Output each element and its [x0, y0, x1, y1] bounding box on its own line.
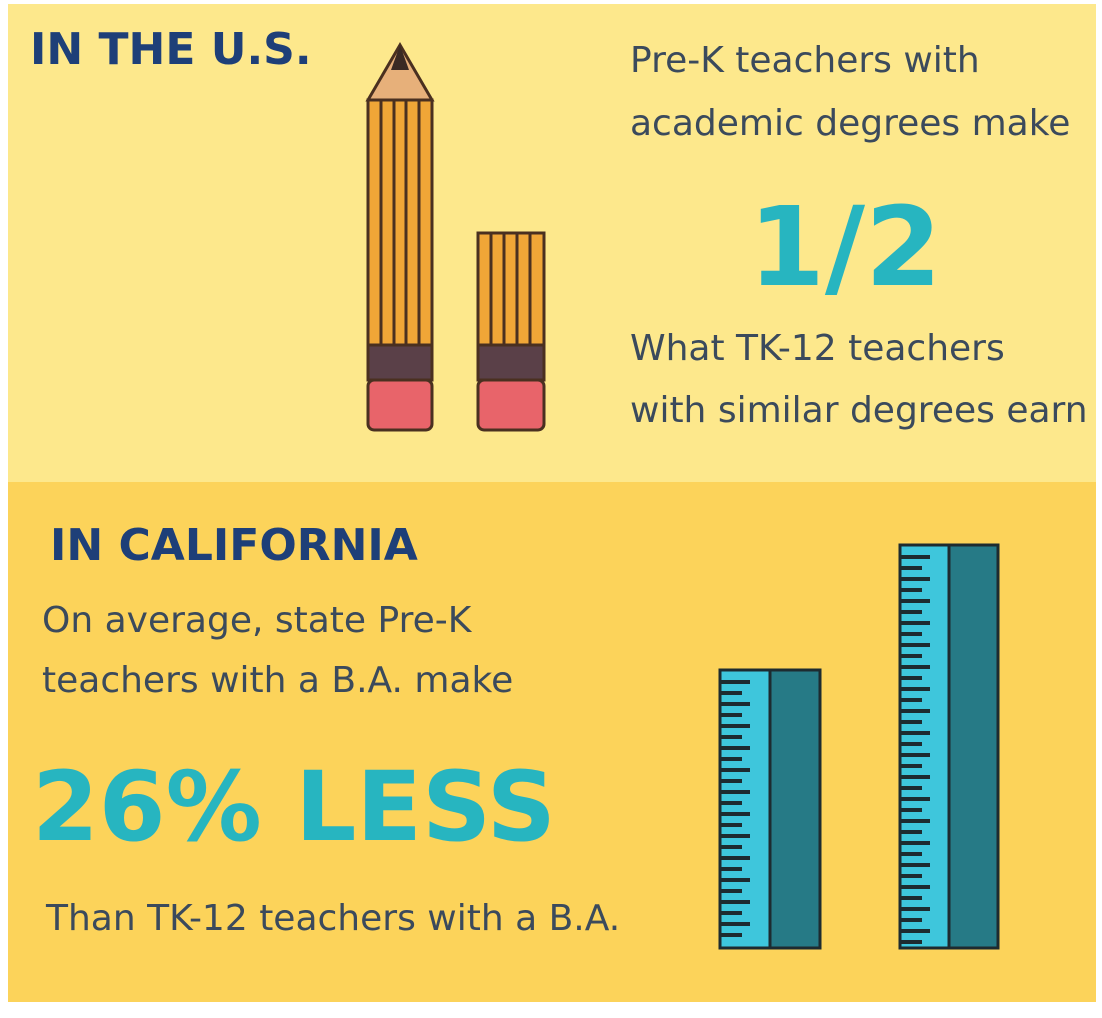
california-intro: teachers with a B.A. make	[42, 660, 513, 701]
ruler-light	[720, 670, 770, 948]
california-figure: 26% LESS	[32, 751, 556, 863]
us-outro: with similar degrees earn	[630, 390, 1088, 431]
pencil-icon	[478, 233, 544, 430]
us-outro: What TK-12 teachers	[630, 328, 1005, 369]
california-outro: Than TK-12 teachers with a B.A.	[45, 898, 620, 939]
us-figure: 1/2	[748, 183, 941, 311]
california-heading: IN CALIFORNIA	[50, 520, 418, 571]
ruler-dark	[949, 545, 998, 948]
us-intro: Pre-K teachers with	[630, 40, 980, 81]
pencil-icon	[368, 45, 432, 430]
california-intro: On average, state Pre-K	[42, 600, 473, 641]
us-heading: IN THE U.S.	[30, 24, 312, 75]
ruler-dark	[770, 670, 820, 948]
infographic: IN THE U.S. Pre-K teachers with academic…	[0, 0, 1102, 1018]
us-intro: academic degrees make	[630, 103, 1070, 144]
